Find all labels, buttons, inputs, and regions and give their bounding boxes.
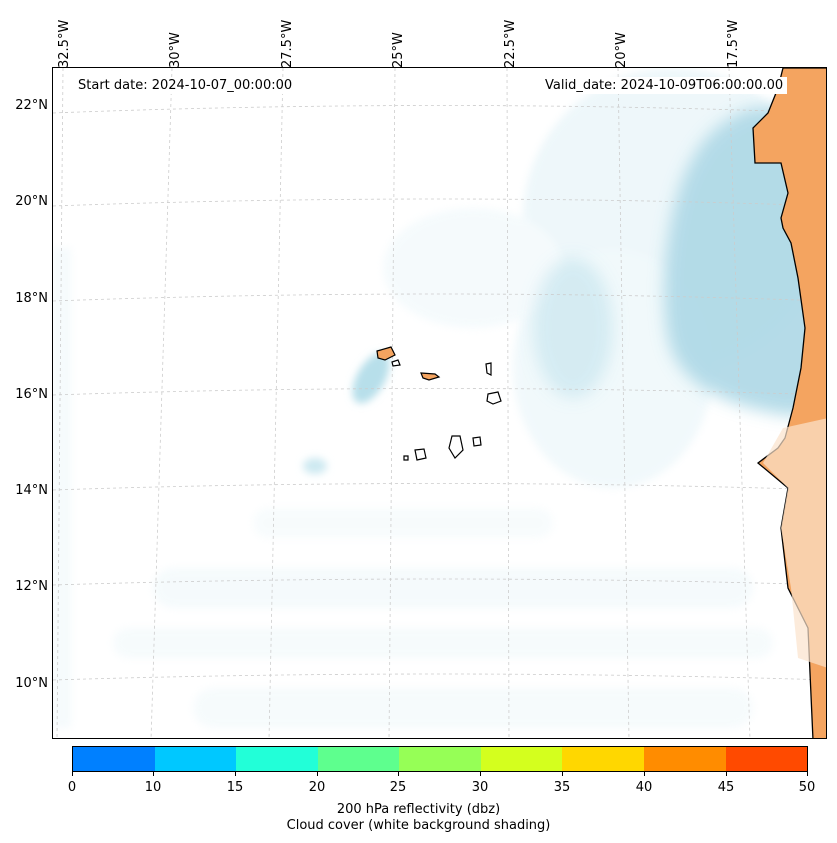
map-canvas <box>53 68 826 738</box>
colorbar <box>72 746 808 772</box>
colorbar-segment-35-40 <box>562 747 644 771</box>
colorbar-segment-15-20 <box>236 747 318 771</box>
lat-label-16n: 16°N <box>15 387 48 402</box>
colorbar-subtitle: Cloud cover (white background shading) <box>286 818 551 833</box>
colorbar-tick <box>562 772 563 776</box>
colorbar-segment-10-15 <box>154 747 237 771</box>
colorbar-tick <box>644 772 645 776</box>
lat-label-18n: 18°N <box>15 291 48 306</box>
lat-label-20n: 20°N <box>15 194 48 209</box>
lon-label-17-5w: 17.5°W <box>726 19 741 68</box>
colorbar-tick-label: 35 <box>553 780 571 795</box>
colorbar-segment-25-30 <box>399 747 481 771</box>
colorbar-tick <box>235 772 236 776</box>
colorbar-tick <box>398 772 399 776</box>
colorbar-tick <box>153 772 154 776</box>
colorbar-tick-label: 30 <box>471 780 489 795</box>
lon-label-30w: 30°W <box>168 32 183 68</box>
colorbar-tick-label: 20 <box>308 780 326 795</box>
lat-label-10n: 10°N <box>15 676 48 691</box>
colorbar-tick <box>726 772 727 776</box>
colorbar-title: 200 hPa reflectivity (dbz) <box>336 802 501 817</box>
colorbar-tick-label: 25 <box>389 780 407 795</box>
cloud-patch-islands <box>303 352 390 474</box>
colorbar-segment-45-50 <box>725 747 808 771</box>
valid-date-label: Valid_date: 2024-10-09T06:00:00.00 <box>541 77 788 94</box>
colorbar-tick-label: 40 <box>635 780 653 795</box>
colorbar-tick-label: 15 <box>226 780 244 795</box>
colorbar-tick <box>480 772 481 776</box>
colorbar-segment-30-35 <box>480 747 563 771</box>
graticule <box>53 68 826 738</box>
lat-label-14n: 14°N <box>15 483 48 498</box>
map-panel <box>52 67 827 739</box>
colorbar-segment-0-10 <box>73 747 155 771</box>
colorbar-tick-label: 50 <box>798 780 816 795</box>
colorbar-segment-20-25 <box>317 747 400 771</box>
lat-label-12n: 12°N <box>15 579 48 594</box>
colorbar-tick-label: 45 <box>717 780 735 795</box>
colorbar-tick-label: 10 <box>144 780 162 795</box>
colorbar-tick-label: 0 <box>67 780 77 795</box>
land-africa <box>752 68 826 738</box>
start-date-label: Start date: 2024-10-07_00:00:00 <box>74 77 297 94</box>
cape-verde-islands <box>376 346 502 461</box>
colorbar-tick <box>317 772 318 776</box>
lon-label-25w: 25°W <box>391 32 406 68</box>
colorbar-tick <box>72 772 73 776</box>
colorbar-segment-40-45 <box>643 747 726 771</box>
lon-label-20w: 20°W <box>614 32 629 68</box>
lat-label-22n: 22°N <box>15 98 48 113</box>
lon-label-27-5w: 27.5°W <box>280 19 295 68</box>
lon-label-32-5w: 32.5°W <box>57 19 72 68</box>
lon-label-22-5w: 22.5°W <box>503 19 518 68</box>
colorbar-tick <box>807 772 808 776</box>
